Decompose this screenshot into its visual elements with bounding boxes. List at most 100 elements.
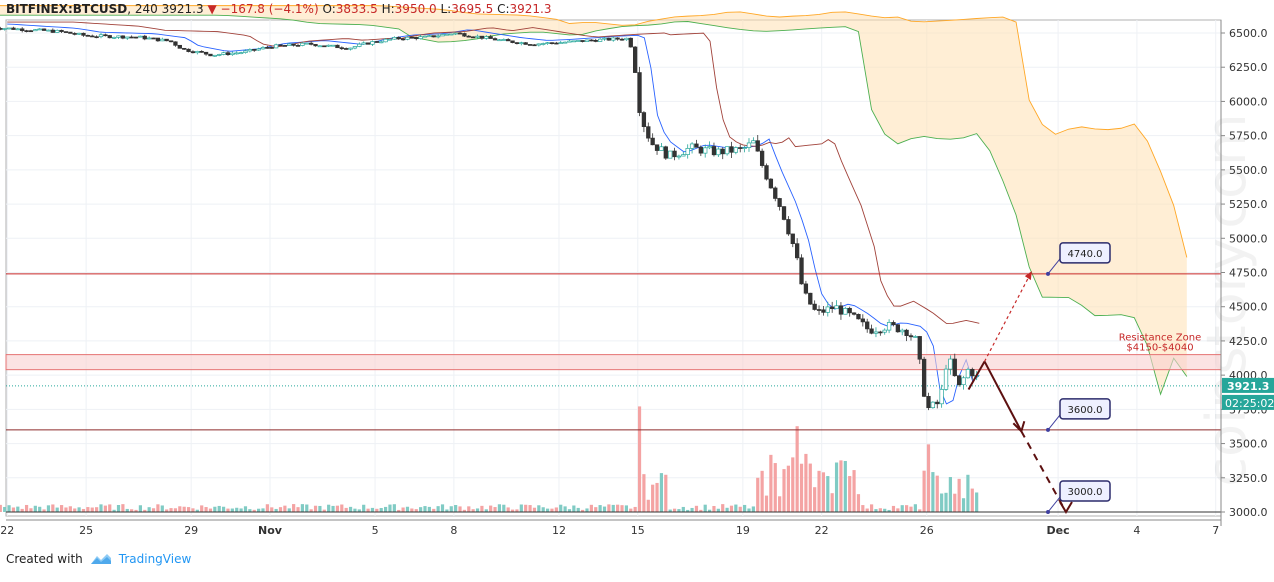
volume-bar [370, 507, 375, 512]
candle-body [11, 27, 16, 30]
candle-body [199, 51, 204, 53]
symbol-header: BITFINEX:BTCUSD, 240 3921.3 ▼ −167.8 (−4… [6, 2, 552, 16]
bullish-projection-arrow [984, 270, 1033, 362]
interval[interactable]: 240 [134, 2, 158, 16]
candle-body [514, 42, 520, 44]
volume-bar [278, 507, 283, 512]
volume-bar [156, 504, 160, 512]
candle-body [790, 233, 795, 245]
volume-bar [953, 493, 957, 512]
y-tick-label: 5750.0 [1229, 130, 1268, 143]
volume-bar [541, 507, 545, 512]
volume-bar [432, 508, 436, 512]
volume-bar [909, 506, 913, 512]
y-tick-label: 4250.0 [1229, 335, 1268, 348]
volume-bar [77, 507, 81, 512]
candle-body [821, 309, 826, 313]
candle-body [659, 146, 664, 151]
candle-body [895, 324, 901, 333]
tradingview-link[interactable]: TradingView [118, 552, 192, 566]
resistance-zone-title: Resistance Zone [1119, 333, 1202, 344]
volume-bar [747, 508, 751, 512]
volume-bar [655, 482, 659, 512]
senkou-span-b [0, 5, 1188, 258]
volume-bar [221, 506, 226, 512]
watermark-text: coinstory.com [1195, 113, 1258, 486]
candle-body [379, 41, 384, 44]
change-down-icon: ▼ [207, 2, 217, 16]
volume-bar [423, 506, 427, 512]
candle-body [536, 43, 541, 46]
candle-body [781, 206, 787, 220]
x-tick-label: 8 [450, 524, 457, 537]
candle-body [510, 40, 515, 43]
volume-bar [887, 509, 891, 512]
symbol-name[interactable]: BITFINEX:BTCUSD [6, 2, 128, 16]
candle-body [939, 388, 944, 405]
candle-body [641, 112, 647, 128]
candle-body [882, 329, 887, 333]
candle-body [326, 44, 331, 47]
volume-bar [524, 504, 528, 512]
candle-body [606, 37, 612, 41]
x-tick-label: 5 [372, 524, 379, 537]
volume-bar [401, 507, 405, 512]
candle-body [597, 38, 603, 42]
candle-body [838, 305, 844, 315]
candle-body [729, 146, 734, 153]
volume-bar [375, 508, 379, 512]
volume-bar [38, 506, 42, 512]
candle-body [738, 147, 743, 149]
peak-up-stroke [967, 360, 986, 390]
volume-bar [73, 508, 77, 512]
volume-bar [173, 508, 178, 512]
candle-body [497, 39, 502, 42]
candle-body [746, 142, 752, 148]
x-tick-label: 12 [552, 524, 566, 537]
volume-bar [913, 504, 917, 512]
candle-body [409, 36, 415, 39]
candle-body [773, 187, 778, 199]
candle-body [396, 37, 401, 40]
volume-bar [270, 507, 274, 512]
volume-bar [519, 504, 523, 512]
candle-body [716, 148, 721, 156]
candle-body [300, 42, 305, 46]
candle-body [545, 42, 550, 45]
volume-bar [449, 506, 453, 512]
volume-bar [68, 506, 72, 512]
volume-bar [178, 506, 182, 512]
candle-body [304, 42, 309, 45]
volume-bar [134, 509, 138, 512]
candle-body [37, 28, 42, 31]
volume-bar [672, 508, 677, 512]
volume-bar [843, 460, 847, 512]
volume-bar [620, 505, 624, 512]
candle-body [759, 150, 765, 166]
candle-body [672, 150, 677, 158]
candle-body [230, 52, 235, 56]
resistance-zone-range: $4150-$4040 [1126, 343, 1193, 354]
candle-body [878, 331, 883, 334]
candle-body [654, 144, 660, 151]
candle-body [961, 377, 966, 386]
x-tick-label: Dec [1047, 524, 1070, 537]
candle-body [466, 35, 471, 38]
volume-bar [484, 509, 488, 512]
volume-bar [489, 505, 493, 512]
volume-bar [545, 508, 550, 512]
volume-bar [95, 507, 99, 512]
candle-body [103, 34, 108, 37]
volume-bar [721, 504, 725, 512]
volume-bar [353, 508, 357, 512]
candle-body [506, 39, 511, 42]
volume-bar [147, 507, 151, 512]
candle-body [751, 140, 756, 144]
volume-bar [493, 507, 497, 512]
candle-body [322, 45, 327, 48]
candle-body [111, 36, 117, 39]
volume-bar [226, 508, 230, 512]
volume-bar [427, 506, 431, 512]
